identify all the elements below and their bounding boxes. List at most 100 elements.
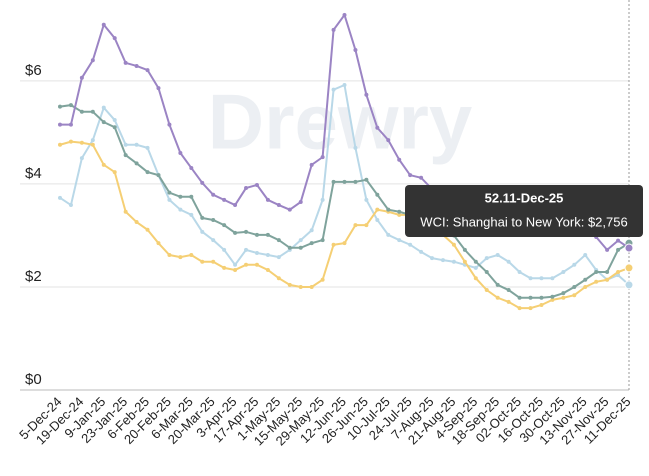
point xyxy=(178,255,183,260)
point xyxy=(134,63,139,68)
point xyxy=(605,247,610,252)
point xyxy=(331,27,336,32)
point xyxy=(200,180,205,185)
point xyxy=(298,245,303,250)
point xyxy=(495,295,500,300)
point xyxy=(276,238,281,243)
point xyxy=(451,242,456,247)
point xyxy=(222,197,227,202)
point xyxy=(68,139,73,144)
point xyxy=(90,109,95,114)
point xyxy=(397,212,402,217)
point xyxy=(254,182,259,187)
point xyxy=(287,282,292,287)
point xyxy=(495,282,500,287)
point xyxy=(583,277,588,282)
point xyxy=(473,259,478,264)
point xyxy=(561,291,566,296)
point xyxy=(517,270,522,275)
point xyxy=(134,161,139,166)
point xyxy=(211,238,216,243)
point xyxy=(244,186,249,191)
point xyxy=(353,47,358,52)
point xyxy=(528,295,533,300)
point xyxy=(167,190,172,195)
point xyxy=(211,217,216,222)
point xyxy=(430,256,435,261)
point xyxy=(320,197,325,202)
point xyxy=(112,125,117,130)
point xyxy=(90,138,95,143)
point xyxy=(342,83,347,88)
point xyxy=(211,259,216,264)
point xyxy=(265,232,270,237)
point xyxy=(309,241,314,246)
point xyxy=(364,177,369,182)
point xyxy=(222,247,227,252)
point xyxy=(265,267,270,272)
point xyxy=(222,223,227,228)
point xyxy=(276,276,281,281)
point xyxy=(594,279,599,284)
point xyxy=(495,253,500,258)
point xyxy=(112,36,117,41)
point xyxy=(550,297,555,302)
point xyxy=(123,142,128,147)
tooltip-text: WCI: Shanghai to New York: $2,756 xyxy=(420,214,627,229)
point xyxy=(539,295,544,300)
point xyxy=(484,288,489,293)
point xyxy=(616,247,621,252)
point xyxy=(462,259,467,264)
point xyxy=(331,179,336,184)
point xyxy=(145,170,150,175)
point xyxy=(539,276,544,281)
point xyxy=(583,284,588,289)
point xyxy=(200,229,205,234)
point xyxy=(233,267,238,272)
point xyxy=(112,170,117,175)
point xyxy=(123,153,128,158)
point xyxy=(178,194,183,199)
point xyxy=(616,273,621,278)
point xyxy=(624,280,634,290)
point xyxy=(408,173,413,178)
point xyxy=(276,203,281,208)
point xyxy=(145,145,150,150)
point xyxy=(364,92,369,97)
point xyxy=(386,138,391,143)
point xyxy=(254,262,259,267)
point xyxy=(375,125,380,130)
point xyxy=(484,270,489,275)
point xyxy=(233,262,238,267)
point xyxy=(320,155,325,160)
point xyxy=(572,284,577,289)
point xyxy=(364,223,369,228)
point xyxy=(178,207,183,212)
point xyxy=(189,194,194,199)
point xyxy=(594,270,599,275)
point xyxy=(58,104,62,109)
point xyxy=(550,276,555,281)
tooltip-title: 52.11-Dec-25 xyxy=(485,190,564,205)
point xyxy=(353,145,358,150)
point xyxy=(189,212,194,217)
point xyxy=(58,195,62,200)
tooltip: 52.11-Dec-25 WCI: Shanghai to New York: … xyxy=(405,185,643,237)
point xyxy=(156,241,161,246)
point xyxy=(572,293,577,298)
point xyxy=(200,215,205,220)
point xyxy=(572,262,577,267)
point xyxy=(561,295,566,300)
point xyxy=(178,151,183,156)
point xyxy=(375,207,380,212)
point xyxy=(79,156,84,161)
point xyxy=(167,122,172,127)
point xyxy=(309,228,314,233)
point xyxy=(222,265,227,270)
point xyxy=(156,86,161,91)
point xyxy=(419,175,424,180)
point xyxy=(134,142,139,147)
point xyxy=(156,173,161,178)
tooltip-box xyxy=(405,185,643,237)
